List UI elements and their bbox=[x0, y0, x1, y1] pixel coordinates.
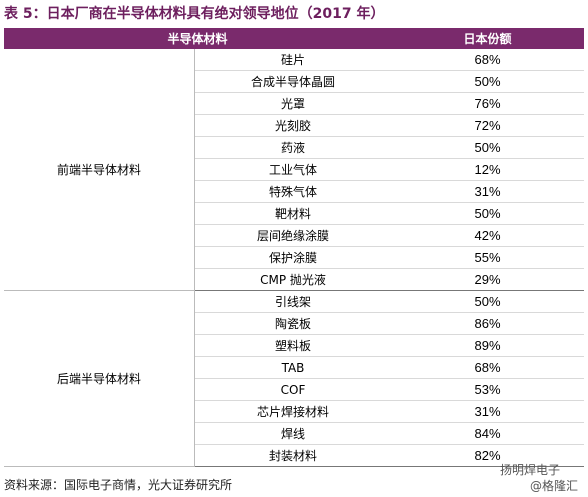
table-title: 表 5：日本厂商在半导体材料具有绝对领导地位（2017 年） bbox=[4, 6, 385, 22]
table-row: 光刻胶 72% bbox=[4, 114, 584, 137]
share-cell: 50% bbox=[391, 202, 584, 225]
share-cell: 84% bbox=[391, 422, 584, 445]
share-cell: 31% bbox=[391, 180, 584, 203]
material-cell: 塑料板 bbox=[194, 334, 391, 357]
header-cell: 日本份额 bbox=[391, 28, 584, 49]
material-cell: 工业气体 bbox=[194, 158, 391, 181]
material-cell: 保护涂膜 bbox=[194, 246, 391, 269]
share-cell: 50% bbox=[391, 136, 584, 159]
material-cell: 焊线 bbox=[194, 422, 391, 445]
material-cell: 硅片 bbox=[194, 49, 391, 71]
table-row: 芯片焊接材料 31% bbox=[4, 400, 584, 423]
group-cell: 后端半导体材料 bbox=[4, 290, 195, 467]
material-cell: 封装材料 bbox=[194, 444, 391, 467]
share-cell: 72% bbox=[391, 114, 584, 137]
share-cell: 12% bbox=[391, 158, 584, 181]
material-cell: 陶瓷板 bbox=[194, 312, 391, 335]
share-cell: 89% bbox=[391, 334, 584, 357]
share-cell: 68% bbox=[391, 356, 584, 379]
table-body: 前端半导体材料 硅片 68% 合成半导体晶圆 50% 光罩 76% 光刻胶 72% 药液 50% 工业… bbox=[4, 49, 584, 467]
table-row: 工业气体 12% bbox=[4, 158, 584, 181]
share-cell: 50% bbox=[391, 70, 584, 93]
share-cell: 53% bbox=[391, 378, 584, 401]
share-cell: 42% bbox=[391, 224, 584, 247]
table-row: TAB 68% bbox=[4, 356, 584, 379]
table-row: 焊线 84% bbox=[4, 422, 584, 445]
header-cell: 半导体材料 bbox=[4, 28, 391, 49]
material-cell: 引线架 bbox=[194, 290, 391, 313]
table-row: 陶瓷板 86% bbox=[4, 312, 584, 335]
table-row: 后端半导体材料 引线架 50% bbox=[4, 290, 584, 467]
table-row: 封装材料 82% bbox=[4, 444, 584, 467]
material-cell: 层间绝缘涂膜 bbox=[194, 224, 391, 247]
table: 半导体材料 日本份额 前端半导体材料 硅片 68% 合成半导体晶圆 50% 光罩 76% 光刻… bbox=[4, 28, 584, 467]
share-cell: 55% bbox=[391, 246, 584, 269]
table-row: 塑料板 89% bbox=[4, 334, 584, 357]
table-row: COF 53% bbox=[4, 378, 584, 401]
material-cell: 合成半导体晶圆 bbox=[194, 70, 391, 93]
table-row: 特殊气体 31% bbox=[4, 180, 584, 203]
material-cell: COF bbox=[194, 378, 391, 401]
share-cell: 50% bbox=[391, 290, 584, 313]
table-row: 光罩 76% bbox=[4, 92, 584, 115]
material-cell: 药液 bbox=[194, 136, 391, 159]
share-cell: 86% bbox=[391, 312, 584, 335]
share-cell: 68% bbox=[391, 49, 584, 71]
header-row: 半导体材料 日本份额 bbox=[4, 28, 584, 49]
share-cell: 76% bbox=[391, 92, 584, 115]
material-cell: CMP 抛光液 bbox=[194, 268, 391, 291]
share-cell: 31% bbox=[391, 400, 584, 423]
watermark: @格隆汇 bbox=[530, 479, 579, 493]
share-cell: 29% bbox=[391, 268, 584, 291]
watermark: 扬明焊电子 bbox=[500, 463, 561, 477]
table-row: 合成半导体晶圆 50% bbox=[4, 70, 584, 93]
source-note: 资料来源：国际电子商情，光大证券研究所 bbox=[4, 478, 233, 492]
material-cell: 靶材料 bbox=[194, 202, 391, 225]
material-cell: 光刻胶 bbox=[194, 114, 391, 137]
table-row: 靶材料 50% bbox=[4, 202, 584, 225]
group-cell: 前端半导体材料 bbox=[4, 49, 195, 291]
table-row: 层间绝缘涂膜 42% bbox=[4, 224, 584, 247]
table-row: 药液 50% bbox=[4, 136, 584, 159]
share-cell: 82% bbox=[391, 444, 584, 467]
material-cell: 特殊气体 bbox=[194, 180, 391, 203]
material-cell: 光罩 bbox=[194, 92, 391, 115]
table-row: 保护涂膜 55% bbox=[4, 246, 584, 269]
table-row: 前端半导体材料 硅片 68% bbox=[4, 49, 584, 291]
material-cell: TAB bbox=[194, 356, 391, 379]
material-cell: 芯片焊接材料 bbox=[194, 400, 391, 423]
table-row: CMP 抛光液 29% bbox=[4, 268, 584, 291]
